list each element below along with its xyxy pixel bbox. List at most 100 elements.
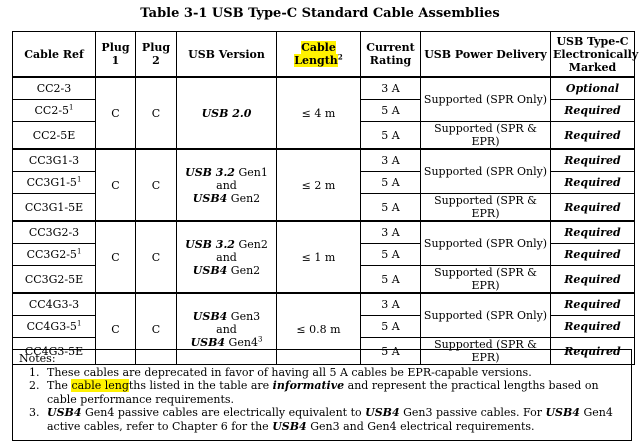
header-electronically-marked: USB Type-C Electronically Marked xyxy=(550,31,638,78)
cable-ref-footnote: 1 xyxy=(76,175,82,184)
note-3-usb4-d: USB4 xyxy=(272,419,307,433)
header-cable-length-label: Cable Length xyxy=(294,41,338,67)
cable-ref: CC2-3 xyxy=(36,82,72,95)
note-3-number: 3. xyxy=(29,406,40,419)
current-rating-cell: 5 A xyxy=(360,99,421,122)
note-3-usb4-c: USB4 xyxy=(545,406,580,419)
cable-ref-cell: CC3G2-3 xyxy=(12,220,96,244)
current-rating-cell: 3 A xyxy=(360,220,421,244)
usb-version-line-3: USB4 Gen2 xyxy=(179,192,274,205)
usb-version-and: and xyxy=(216,322,237,336)
note-1-number: 1. xyxy=(29,365,40,379)
usb-version-name: USB 3.2 xyxy=(185,237,235,251)
usb-version-name: USB 2.0 xyxy=(201,106,252,120)
cable-ref-cell: CC3G1-51 xyxy=(12,171,96,194)
current-rating-cell: 5 A xyxy=(360,171,421,194)
note-1-text: These cables are deprecated in favor of … xyxy=(47,365,532,379)
table-row: CC3G2-5E 5 A Supported (SPR & EPR) Required xyxy=(12,265,635,294)
usb-version-name: USB4 xyxy=(192,309,228,323)
cable-ref-footnote: 1 xyxy=(76,247,82,256)
power-delivery-cell: Supported (SPR Only) xyxy=(420,220,551,266)
cable-ref: CC4G3-3 xyxy=(28,298,80,311)
electronically-marked-cell: Required xyxy=(550,148,635,172)
electronically-marked-cell: Required xyxy=(550,243,635,266)
note-2-emphasis: informative xyxy=(272,379,345,392)
power-delivery-cell: Supported (SPR Only) xyxy=(420,148,551,194)
table-row: CC3G1-5E 5 A Supported (SPR & EPR) Required xyxy=(12,193,635,222)
current-rating-cell: 3 A xyxy=(360,292,421,316)
usb-version-gen-2: Gen2 xyxy=(227,191,261,205)
cable-length-cell: ≤ 4 m xyxy=(276,76,361,150)
usb-version-gen: Gen3 xyxy=(227,309,261,323)
cable-ref-cell: CC2-3 xyxy=(12,76,96,100)
note-2: 2. The cable lengths listed in the table… xyxy=(19,379,625,406)
header-cable-length-footnote: 2 xyxy=(337,52,343,62)
usb-version-line-3: USB4 Gen2 xyxy=(179,264,274,277)
usb-version-gen: Gen2 xyxy=(234,237,268,251)
header-row: Cable Ref Plug 1 Plug 2 USB Version Cabl… xyxy=(12,31,638,78)
table-row: CC2-5E 5 A Supported (SPR & EPR) Required xyxy=(12,121,635,150)
usb-version-gen: Gen1 xyxy=(234,165,268,179)
usb-version-cell: USB 3.2 Gen2 and USB4 Gen2 xyxy=(176,220,277,294)
cable-ref: CC4G3-5E xyxy=(24,344,84,358)
usb-version-line-1: USB 3.2 Gen1 xyxy=(179,166,274,179)
plug-2-cell: C xyxy=(135,292,177,365)
current-rating-cell: 3 A xyxy=(360,76,421,100)
note-3-usb4-a: USB4 xyxy=(47,406,82,419)
header-current-rating: Current Rating xyxy=(360,31,421,78)
current-rating-cell: 5 A xyxy=(360,193,421,222)
note-3: 3. USB4 Gen4 passive cables are electric… xyxy=(19,406,625,433)
cable-ref-footnote: 1 xyxy=(76,319,82,328)
cable-length-cell: ≤ 2 m xyxy=(276,148,361,222)
electronically-marked-cell: Required xyxy=(550,292,635,316)
cable-ref: CC3G2-3 xyxy=(28,226,80,239)
power-delivery-cell: Supported (SPR Only) xyxy=(420,292,551,338)
plug-1-cell: C xyxy=(95,220,136,294)
usb-version-gen-2: Gen4 xyxy=(225,335,258,349)
plug-2-cell: C xyxy=(135,148,177,222)
usb-version-line-1: USB 3.2 Gen2 xyxy=(179,238,274,251)
electronically-marked-cell: Required xyxy=(550,121,635,150)
header-plug-1: Plug 1 xyxy=(95,31,136,78)
cable-ref: CC3G2-5E xyxy=(24,272,84,286)
cable-length-cell: ≤ 1 m xyxy=(276,220,361,294)
usb-version-footnote: 3 xyxy=(257,334,263,343)
note-3-text-b: Gen3 passive cables. For xyxy=(399,406,546,419)
cable-ref-cell: CC2-5E xyxy=(12,121,96,150)
header-usb-version: USB Version xyxy=(176,31,277,78)
cable-ref: CC2-5E xyxy=(32,128,76,142)
cable-ref-cell: CC4G3-5E xyxy=(12,337,96,365)
usb-version-and: and xyxy=(216,250,237,264)
header-plug-2: Plug 2 xyxy=(135,31,177,78)
table-row: CC3G1-51 5 A Required xyxy=(12,171,635,194)
electronically-marked-cell: Required xyxy=(550,171,635,194)
cable-ref: CC3G1-5 xyxy=(26,176,77,189)
notes-label: Notes: xyxy=(19,352,56,365)
note-2-text-c: and represent the practical lengths base… xyxy=(47,379,599,406)
table-row: CC4G3-5E 5 A Supported (SPR & EPR) Required xyxy=(12,337,635,365)
note-3-usb4-b: USB4 xyxy=(365,406,400,419)
cable-ref-cell: CC4G3-3 xyxy=(12,292,96,316)
power-delivery-cell: Supported (SPR & EPR) xyxy=(420,265,551,294)
current-rating-cell: 5 A xyxy=(360,243,421,266)
usb-version-name-2: USB4 xyxy=(192,263,228,277)
cable-ref: CC3G1-5E xyxy=(24,200,84,214)
power-delivery-cell: Supported (SPR & EPR) xyxy=(420,337,551,365)
table-row: CC2-51 5 A Required xyxy=(12,99,635,122)
note-3-text-a: Gen4 passive cables are electrically equ… xyxy=(81,406,366,419)
electronically-marked-cell: Required xyxy=(550,193,635,222)
cable-ref: CC4G3-5 xyxy=(26,320,77,333)
usb-version-line-1: USB4 Gen3 xyxy=(179,310,274,323)
plug-2-cell: C xyxy=(135,76,177,150)
cable-length-cell: ≤ 0.8 m xyxy=(276,292,361,365)
header-usb-power-delivery: USB Power Delivery xyxy=(420,31,551,78)
electronically-marked-cell: Required xyxy=(550,220,635,244)
usb-version-cell: USB 3.2 Gen1 and USB4 Gen2 xyxy=(176,148,277,222)
usb-version-name: USB 3.2 xyxy=(185,165,235,179)
electronically-marked-cell: Required xyxy=(550,315,635,338)
electronically-marked-cell: Required xyxy=(550,265,635,294)
power-delivery-cell: Supported (SPR Only) xyxy=(420,76,551,122)
